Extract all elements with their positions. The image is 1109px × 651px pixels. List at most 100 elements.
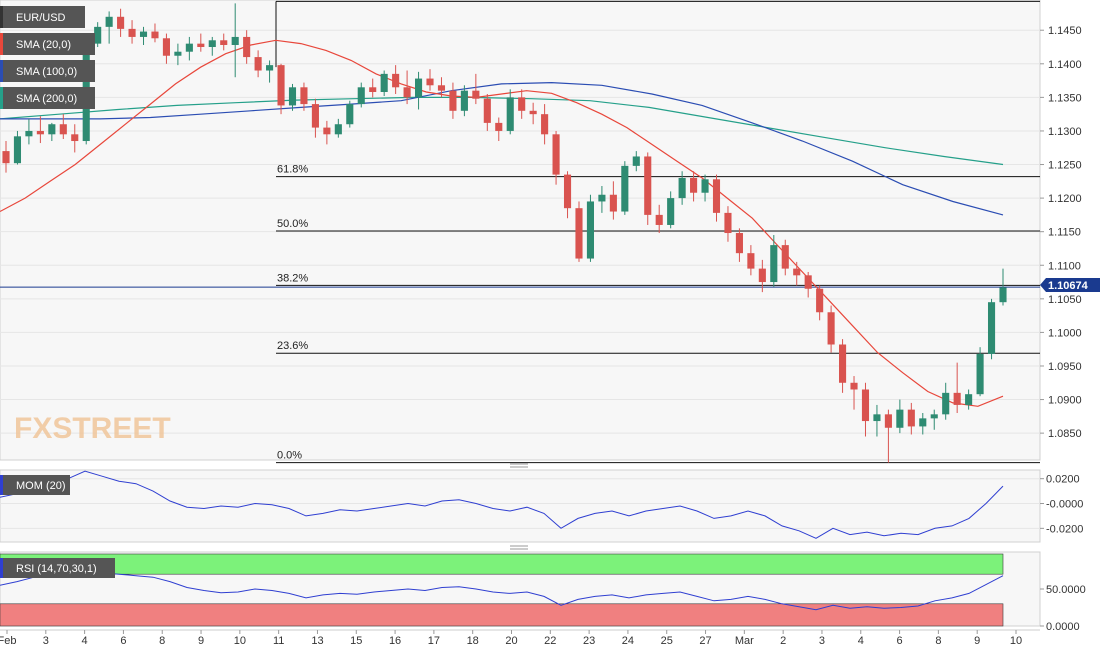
candle-body bbox=[667, 198, 675, 225]
mom-tick-label: -0.0000 bbox=[1046, 499, 1083, 511]
candle-body bbox=[495, 122, 503, 131]
candle-body bbox=[724, 212, 732, 234]
fib-label: 38.2% bbox=[277, 272, 308, 284]
panel-splitter-2[interactable] bbox=[510, 545, 528, 550]
candle-body bbox=[953, 392, 961, 405]
candle-body bbox=[529, 110, 537, 115]
candle-body bbox=[243, 36, 251, 58]
candle-body bbox=[575, 208, 583, 259]
candle-body bbox=[621, 165, 629, 212]
candle-body bbox=[231, 36, 239, 45]
price-tick-label: 1.1300 bbox=[1048, 126, 1082, 138]
candle-body bbox=[2, 151, 10, 164]
time-tick-label: 18 bbox=[467, 635, 479, 647]
time-tick-label: 2 bbox=[780, 635, 786, 647]
candle-body bbox=[563, 174, 572, 209]
candle-body bbox=[632, 156, 640, 166]
candle-body bbox=[357, 87, 365, 105]
fib-label: 23.6% bbox=[277, 340, 308, 352]
legend-sma200-label: SMA (200,0) bbox=[16, 93, 77, 105]
candle-body bbox=[208, 40, 216, 48]
candle-body bbox=[758, 268, 766, 283]
candle-body bbox=[117, 16, 125, 29]
candle-body bbox=[907, 409, 915, 427]
candle-body bbox=[59, 124, 67, 135]
candle-body bbox=[174, 51, 182, 56]
legend-rsi[interactable]: RSI (14,70,30,1) bbox=[0, 558, 115, 578]
legend-sma20[interactable]: SMA (20,0) bbox=[0, 33, 95, 55]
price-tick-label: 1.1400 bbox=[1048, 59, 1082, 71]
time-tick-label: Mar bbox=[735, 635, 754, 647]
candle-body bbox=[735, 233, 743, 254]
candle-body bbox=[976, 353, 984, 395]
fib-label: 61.8% bbox=[277, 164, 308, 176]
candle-body bbox=[518, 97, 526, 111]
candle-body bbox=[770, 245, 778, 283]
price-tick-label: 1.1200 bbox=[1048, 193, 1082, 205]
candle-body bbox=[827, 312, 835, 345]
price-tick-label: 1.0850 bbox=[1048, 428, 1082, 440]
price-tick-label: 1.1450 bbox=[1048, 25, 1082, 37]
time-tick-label: 22 bbox=[544, 635, 556, 647]
time-tick-label: 20 bbox=[505, 635, 517, 647]
rsi-indicator: 50.0000 0.0000 bbox=[0, 553, 1086, 633]
candle-body bbox=[71, 134, 79, 142]
rsi-oversold-zone bbox=[0, 603, 1004, 627]
candle-body bbox=[105, 16, 113, 27]
price-tick-label: 1.1100 bbox=[1048, 260, 1081, 272]
panel-splitter-1[interactable] bbox=[510, 463, 528, 468]
candle-body bbox=[128, 28, 136, 37]
candle-body bbox=[586, 201, 595, 259]
candle-body bbox=[552, 134, 560, 175]
price-tick-label: 1.1050 bbox=[1048, 294, 1082, 306]
price-tick-label: 1.1250 bbox=[1048, 160, 1082, 172]
time-tick-label: 9 bbox=[198, 635, 204, 647]
time-tick-label: 25 bbox=[661, 635, 673, 647]
candle-body bbox=[701, 179, 709, 193]
candle-body bbox=[36, 130, 44, 135]
time-tick-label: 10 bbox=[1010, 635, 1022, 647]
time-tick-label: 8 bbox=[935, 635, 941, 647]
legend-price-label: EUR/USD bbox=[16, 12, 66, 24]
candle-body bbox=[13, 136, 22, 164]
candle-body bbox=[930, 414, 938, 419]
candle-body bbox=[392, 73, 400, 88]
price-tick-label: 1.0950 bbox=[1048, 361, 1082, 373]
time-tick-label: 6 bbox=[897, 635, 903, 647]
candle-body bbox=[655, 214, 663, 225]
fib-label: 50.0% bbox=[277, 218, 308, 230]
legend-price[interactable]: EUR/USD bbox=[0, 6, 85, 28]
legend-mom[interactable]: MOM (20) bbox=[0, 475, 70, 495]
momentum-panel bbox=[0, 469, 1041, 543]
legend-sma20-label: SMA (20,0) bbox=[16, 39, 71, 51]
candle-body bbox=[254, 57, 262, 71]
mom-tick-label: -0.0200 bbox=[1046, 523, 1083, 535]
price-tick-label: 1.1350 bbox=[1048, 92, 1082, 104]
time-tick-label: 16 bbox=[389, 635, 401, 647]
candle-body bbox=[541, 114, 549, 135]
time-tick-label: 23 bbox=[583, 635, 595, 647]
candle-body bbox=[94, 26, 102, 44]
sma200-line bbox=[0, 96, 1004, 166]
time-tick-label: 13 bbox=[311, 635, 323, 647]
legend-sma200[interactable]: SMA (200,0) bbox=[0, 87, 95, 109]
candle-body bbox=[334, 124, 342, 135]
candle-body bbox=[346, 104, 354, 125]
time-tick-label: 3 bbox=[819, 635, 825, 647]
candle-body bbox=[449, 90, 457, 111]
candle-body bbox=[311, 104, 319, 128]
candle-body bbox=[162, 38, 170, 56]
moving-averages bbox=[0, 39, 1004, 407]
time-tick-label: 11 bbox=[273, 635, 284, 647]
legend-rsi-label: RSI (14,70,30,1) bbox=[16, 563, 97, 575]
time-tick-label: 3 bbox=[43, 635, 49, 647]
time-tick-label: 4 bbox=[858, 635, 864, 647]
candlesticks bbox=[2, 3, 1007, 463]
time-tick-label: 24 bbox=[622, 635, 634, 647]
rsi-overbought-zone bbox=[0, 553, 1004, 575]
candle-body bbox=[747, 253, 755, 269]
last-price-value: 1.10674 bbox=[1048, 280, 1089, 292]
time-tick-label: 4 bbox=[82, 635, 88, 647]
legend-sma100[interactable]: SMA (100,0) bbox=[0, 60, 95, 82]
